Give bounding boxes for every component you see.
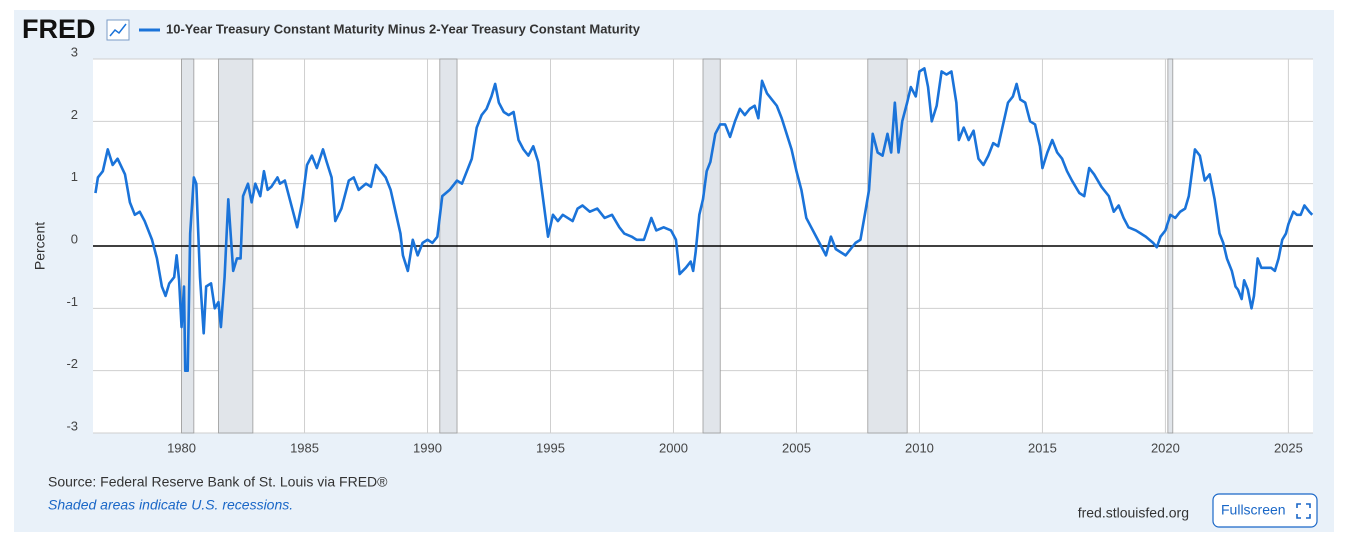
x-tick-label: 2020	[1151, 440, 1180, 455]
y-tick-label: -2	[66, 356, 78, 371]
fullscreen-label[interactable]: Fullscreen	[1221, 502, 1286, 518]
logo-icon	[106, 19, 130, 41]
logo: FRED	[22, 14, 96, 44]
x-tick-label: 2015	[1028, 440, 1057, 455]
x-tick-label: 2025	[1274, 440, 1303, 455]
y-tick-label: 1	[71, 169, 78, 184]
x-tick-label: 1990	[413, 440, 442, 455]
y-tick-label: 2	[71, 107, 78, 122]
y-tick-label: -1	[66, 294, 78, 309]
x-tick-label: 2010	[905, 440, 934, 455]
y-axis-label: Percent	[32, 222, 48, 270]
source: Source: Federal Reserve Bank of St. Loui…	[48, 474, 388, 490]
plot-layer	[93, 58, 1314, 434]
x-tick-label: 2005	[782, 440, 811, 455]
y-tick-label: 0	[71, 231, 78, 246]
x-tick-label: 1980	[167, 440, 196, 455]
x-tick-label: 1995	[536, 440, 565, 455]
y-tick-label: -3	[66, 418, 78, 433]
y-tick-label: 3	[71, 44, 78, 59]
x-tick-label: 2000	[659, 440, 688, 455]
x-tick-label: 1985	[290, 440, 319, 455]
legend-label: 10-Year Treasury Constant Maturity Minus…	[166, 21, 641, 36]
fullscreen-button[interactable]: Fullscreen	[1212, 493, 1318, 528]
recession-note: Shaded areas indicate U.S. recessions.	[48, 497, 293, 513]
site-link: fred.stlouisfed.org	[1078, 505, 1189, 521]
series-line	[94, 67, 1314, 372]
